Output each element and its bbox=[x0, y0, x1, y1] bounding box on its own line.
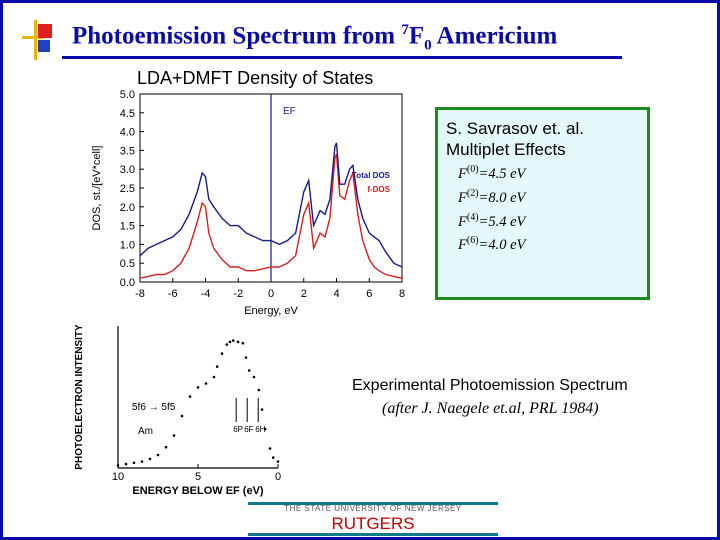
data-point bbox=[268, 447, 272, 450]
data-point bbox=[257, 388, 261, 392]
x-tick-label: 6 bbox=[366, 288, 372, 300]
y-tick-label: 0.0 bbox=[120, 277, 135, 289]
legend-total-dos: Total DOS bbox=[352, 171, 391, 180]
data-point bbox=[196, 386, 200, 389]
peak-label-6f: 6F bbox=[244, 425, 253, 434]
x-tick-label: 5 bbox=[195, 471, 201, 483]
data-point bbox=[228, 340, 232, 344]
dos-chart-title: LDA+DMFT Density of States bbox=[137, 68, 374, 88]
experimental-caption: Experimental Photoemission Spectrum bbox=[352, 377, 628, 394]
data-point bbox=[236, 340, 240, 344]
x-axis-label: Energy, eV bbox=[244, 305, 298, 317]
y-tick-label: 4.5 bbox=[120, 108, 135, 120]
logo-top-bar bbox=[248, 502, 498, 505]
y-tick-label: 2.5 bbox=[120, 183, 135, 195]
param-f6: F(6)=4.0 eV bbox=[458, 235, 526, 254]
x-tick-label: -2 bbox=[233, 288, 243, 300]
x-tick-label: 4 bbox=[333, 288, 339, 300]
fermi-level-label: EF bbox=[283, 106, 296, 117]
y-tick-label: 4.0 bbox=[120, 127, 135, 139]
rutgers-logo: THE STATE UNIVERSITY OF NEW JERSEY RUTGE… bbox=[248, 500, 498, 536]
y-axis-label: DOS, st./[eV*cell] bbox=[91, 146, 103, 231]
legend-f-dos: f-DOS bbox=[367, 185, 390, 194]
data-point bbox=[172, 434, 176, 437]
data-point bbox=[188, 395, 192, 398]
param-f0: F(0)=4.5 eV bbox=[458, 164, 526, 182]
data-point bbox=[252, 375, 256, 379]
y-tick-label: 1.0 bbox=[120, 239, 135, 251]
data-point bbox=[263, 427, 267, 431]
data-point bbox=[212, 375, 216, 379]
y-tick-label: 3.5 bbox=[120, 145, 135, 157]
title-underline bbox=[62, 56, 622, 59]
dos-chart: -8 -6 -4 -2 0 2 4 6 8 0.0 0.5 1.0 1.5 2.0 2.5 3.0 3.5 4.0… bbox=[91, 89, 405, 317]
data-point bbox=[231, 339, 235, 342]
experimental-citation: (after J. Naegele et.al, PRL 1984) bbox=[382, 400, 599, 417]
title-bullet-decoration bbox=[22, 20, 52, 60]
param-f4: F(4)=5.4 eV bbox=[458, 211, 526, 230]
total-dos-line bbox=[139, 142, 403, 268]
slide-title: Photoemission Spectrum from 7F0 Americiu… bbox=[72, 22, 558, 54]
data-point bbox=[156, 453, 160, 457]
transition-label: 5f6 → 5f5 bbox=[132, 402, 176, 413]
data-point bbox=[116, 464, 120, 467]
multiplet-box: S. Savrasov et. al. Multiplet Effects F(… bbox=[435, 107, 650, 300]
param-f2: F(2)=8.0 eV bbox=[458, 187, 526, 206]
photoemission-chart: 10 5 0 ENERGY BELOW EF (eV) PHOTOELECTRON IN… bbox=[74, 324, 281, 497]
logo-state-text: THE STATE UNIVERSITY OF NEW JERSEY bbox=[284, 504, 462, 513]
x-tick-label: 2 bbox=[301, 288, 307, 300]
data-point bbox=[241, 341, 245, 345]
y-tick-label: 5.0 bbox=[120, 89, 135, 101]
x-tick-label: 0 bbox=[268, 288, 274, 300]
y-tick-label: 0.5 bbox=[120, 258, 135, 270]
data-point bbox=[148, 457, 152, 461]
y-tick-label: 3.0 bbox=[120, 164, 135, 176]
x-tick-label: 0 bbox=[275, 471, 281, 483]
logo-bottom-bar bbox=[248, 533, 498, 536]
data-point bbox=[260, 408, 264, 411]
data-point bbox=[180, 414, 184, 418]
x-tick-label: -4 bbox=[201, 288, 211, 300]
data-point bbox=[215, 365, 219, 368]
box-authors: S. Savrasov et. al. bbox=[446, 119, 584, 138]
y-axis-label: PHOTOELECTRON INTENSITY bbox=[74, 324, 85, 470]
data-point bbox=[276, 460, 280, 463]
data-point bbox=[124, 462, 128, 466]
peak-label-6h: 6H bbox=[255, 425, 265, 434]
data-point bbox=[244, 356, 248, 359]
f-dos-line bbox=[139, 153, 403, 279]
element-label: Am bbox=[138, 426, 153, 437]
y-tick-label: 1.5 bbox=[120, 221, 135, 233]
x-tick-label: -6 bbox=[168, 288, 178, 300]
data-point bbox=[140, 460, 144, 463]
data-point bbox=[220, 352, 224, 355]
data-point bbox=[271, 456, 275, 459]
logo-rutgers-text: RUTGERS bbox=[331, 514, 415, 533]
box-heading: Multiplet Effects bbox=[446, 140, 566, 159]
data-point bbox=[132, 461, 136, 465]
data-point bbox=[247, 369, 251, 372]
x-tick-label: -8 bbox=[135, 288, 145, 300]
data-point bbox=[164, 445, 168, 449]
data-point bbox=[225, 343, 229, 346]
peak-label-6p: 6P bbox=[233, 425, 243, 434]
x-tick-label: 8 bbox=[399, 288, 405, 300]
data-point bbox=[204, 382, 208, 385]
x-axis-label: ENERGY BELOW EF (eV) bbox=[132, 485, 264, 497]
x-tick-label: 10 bbox=[112, 471, 124, 483]
y-tick-label: 2.0 bbox=[120, 202, 135, 214]
